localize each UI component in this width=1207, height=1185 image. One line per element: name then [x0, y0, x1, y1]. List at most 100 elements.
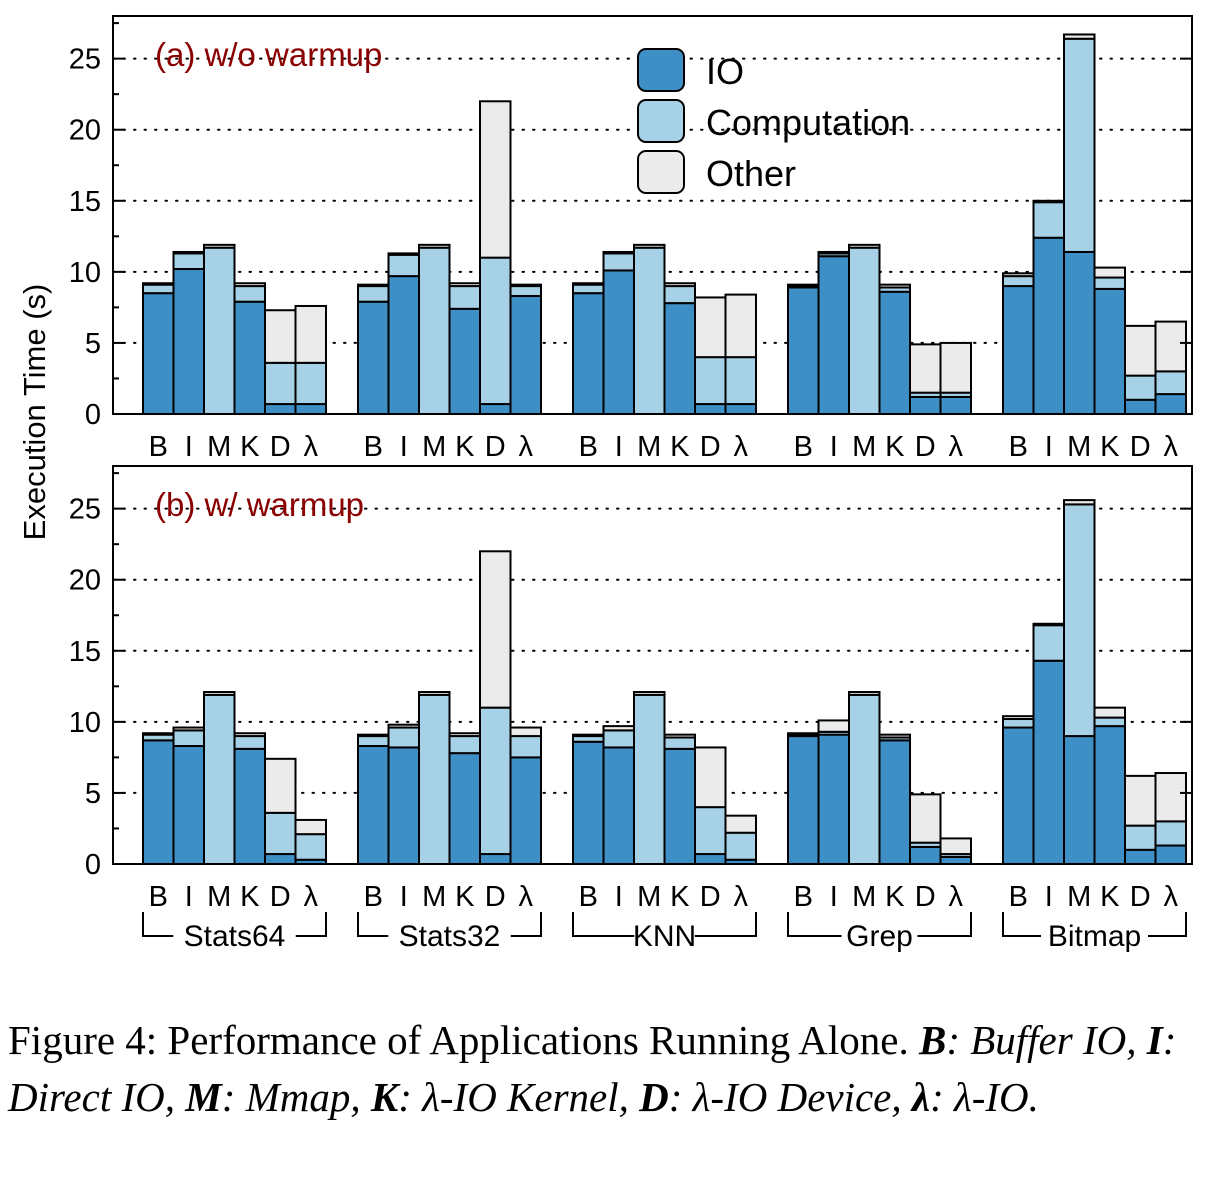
x-tick-label-stats32-d: D [485, 881, 506, 913]
legend-swatch-io [637, 48, 685, 92]
x-tick-label-stats32-k: K [455, 881, 475, 913]
x-tick-label-bitmap-lambda: λ [1164, 881, 1179, 913]
bar-bitmap-k-computation [1093, 716, 1126, 728]
y-tick-label: 10 [69, 707, 101, 739]
bar-stats64-k-io [233, 300, 266, 416]
x-tick-label-knn-lambda: λ [734, 431, 749, 463]
bar-bitmap-m-io [1063, 250, 1096, 415]
bar-stats64-i-computation [172, 252, 205, 271]
bar-bitmap-m-io [1063, 735, 1096, 865]
bar-bitmap-d-other [1124, 324, 1157, 377]
x-tick-label-grep-k: K [885, 431, 905, 463]
bar-stats32-lambda-io [509, 295, 542, 415]
x-tick-label-knn-b: B [579, 881, 598, 913]
group-bracket-left [787, 912, 842, 937]
bar-stats64-k-other [233, 732, 266, 738]
group-bracket-left [357, 912, 389, 937]
bar-stats64-m-computation [203, 246, 236, 415]
bar-knn-d-computation [694, 356, 727, 406]
bar-grep-b-other [787, 732, 820, 736]
bar-stats64-lambda-io [294, 403, 327, 415]
x-tick-label-grep-d: D [915, 431, 936, 463]
x-tick-label-stats64-d: D [270, 431, 291, 463]
bar-grep-d-other [909, 793, 942, 844]
panel-title: (b) w/ warmup [155, 486, 364, 523]
bar-bitmap-k-io [1093, 725, 1126, 865]
x-tick-label-bitmap-m: M [1067, 431, 1091, 463]
bar-stats64-d-io [264, 403, 297, 415]
group-bracket-right [510, 912, 542, 937]
bar-stats64-k-computation [233, 735, 266, 750]
bar-stats64-k-other [233, 282, 266, 288]
bar-stats32-b-computation [357, 735, 390, 748]
caption-key-i: I [1146, 1017, 1163, 1063]
bar-grep-i-other [817, 250, 850, 255]
bar-grep-m-computation [848, 693, 881, 865]
bar-bitmap-k-other [1093, 266, 1126, 279]
x-tick-label-knn-i: I [615, 881, 623, 913]
bar-knn-lambda-computation [724, 356, 757, 406]
bar-knn-b-other [572, 282, 605, 286]
bar-grep-d-io [909, 395, 942, 416]
bar-stats64-b-other [142, 732, 175, 736]
x-tick-label-stats32-d: D [485, 431, 506, 463]
bar-grep-k-io [878, 739, 911, 865]
caption-key-b: B [918, 1017, 947, 1063]
bar-stats32-d-other [479, 100, 512, 259]
x-tick-label-grep-m: M [852, 431, 876, 463]
bar-stats32-b-computation [357, 285, 390, 303]
bar-knn-d-io [694, 403, 727, 415]
x-tick-label-bitmap-d: D [1130, 881, 1151, 913]
bar-knn-b-other [572, 733, 605, 738]
bar-stats64-b-other [142, 282, 175, 286]
bar-knn-i-io [602, 269, 635, 415]
bar-stats32-lambda-other [509, 283, 542, 288]
bar-knn-b-io [572, 292, 605, 415]
bar-knn-d-other [694, 296, 727, 359]
bar-stats32-k-other [448, 732, 481, 738]
x-tick-label-stats32-m: M [422, 881, 446, 913]
bar-stats64-k-io [233, 747, 266, 865]
caption-key-d: D [639, 1074, 669, 1120]
x-tick-label-knn-d: D [700, 881, 721, 913]
bar-stats64-b-io [142, 739, 175, 865]
caption-text-d: : λ-IO Device, [668, 1074, 912, 1120]
bar-stats64-b-computation [142, 283, 175, 295]
x-tick-label-knn-k: K [670, 881, 690, 913]
x-tick-label-bitmap-d: D [1130, 431, 1151, 463]
y-axis-label: Execution Time (s) [17, 284, 52, 541]
bar-stats32-i-io [387, 746, 420, 866]
x-tick-label-grep-i: I [830, 881, 838, 913]
bar-stats32-k-computation [448, 285, 481, 310]
plot-frame [112, 465, 1193, 865]
bar-knn-i-computation [602, 729, 635, 749]
bar-bitmap-lambda-other [1154, 772, 1187, 823]
x-tick-label-stats64-i: I [185, 881, 193, 913]
bar-stats32-m-other [418, 691, 451, 696]
y-tick-label: 0 [85, 399, 101, 431]
bar-knn-k-computation [663, 285, 696, 305]
bar-stats64-i-other [172, 250, 205, 255]
bar-knn-k-computation [663, 736, 696, 750]
bar-stats64-d-io [264, 853, 297, 865]
bar-grep-i-io [817, 733, 850, 866]
x-tick-label-grep-m: M [852, 881, 876, 913]
x-tick-label-bitmap-i: I [1045, 431, 1053, 463]
bar-bitmap-k-other [1093, 706, 1126, 719]
group-bracket-left [142, 912, 174, 937]
bar-bitmap-lambda-other [1154, 320, 1187, 373]
bar-bitmap-b-computation [1002, 718, 1035, 729]
x-tick-label-knn-b: B [579, 431, 598, 463]
bar-stats32-d-computation [479, 256, 512, 406]
x-tick-label-stats64-k: K [240, 431, 260, 463]
bar-bitmap-b-other [1002, 272, 1035, 278]
x-tick-label-knn-d: D [700, 431, 721, 463]
bar-grep-k-other [878, 283, 911, 289]
bar-stats32-k-io [448, 307, 481, 416]
caption-text-m: : Mmap, [221, 1074, 371, 1120]
bar-knn-b-computation [572, 283, 605, 295]
group-bracket-right [694, 912, 757, 937]
y-tick-label: 15 [69, 636, 101, 668]
bar-bitmap-lambda-io [1154, 393, 1187, 416]
